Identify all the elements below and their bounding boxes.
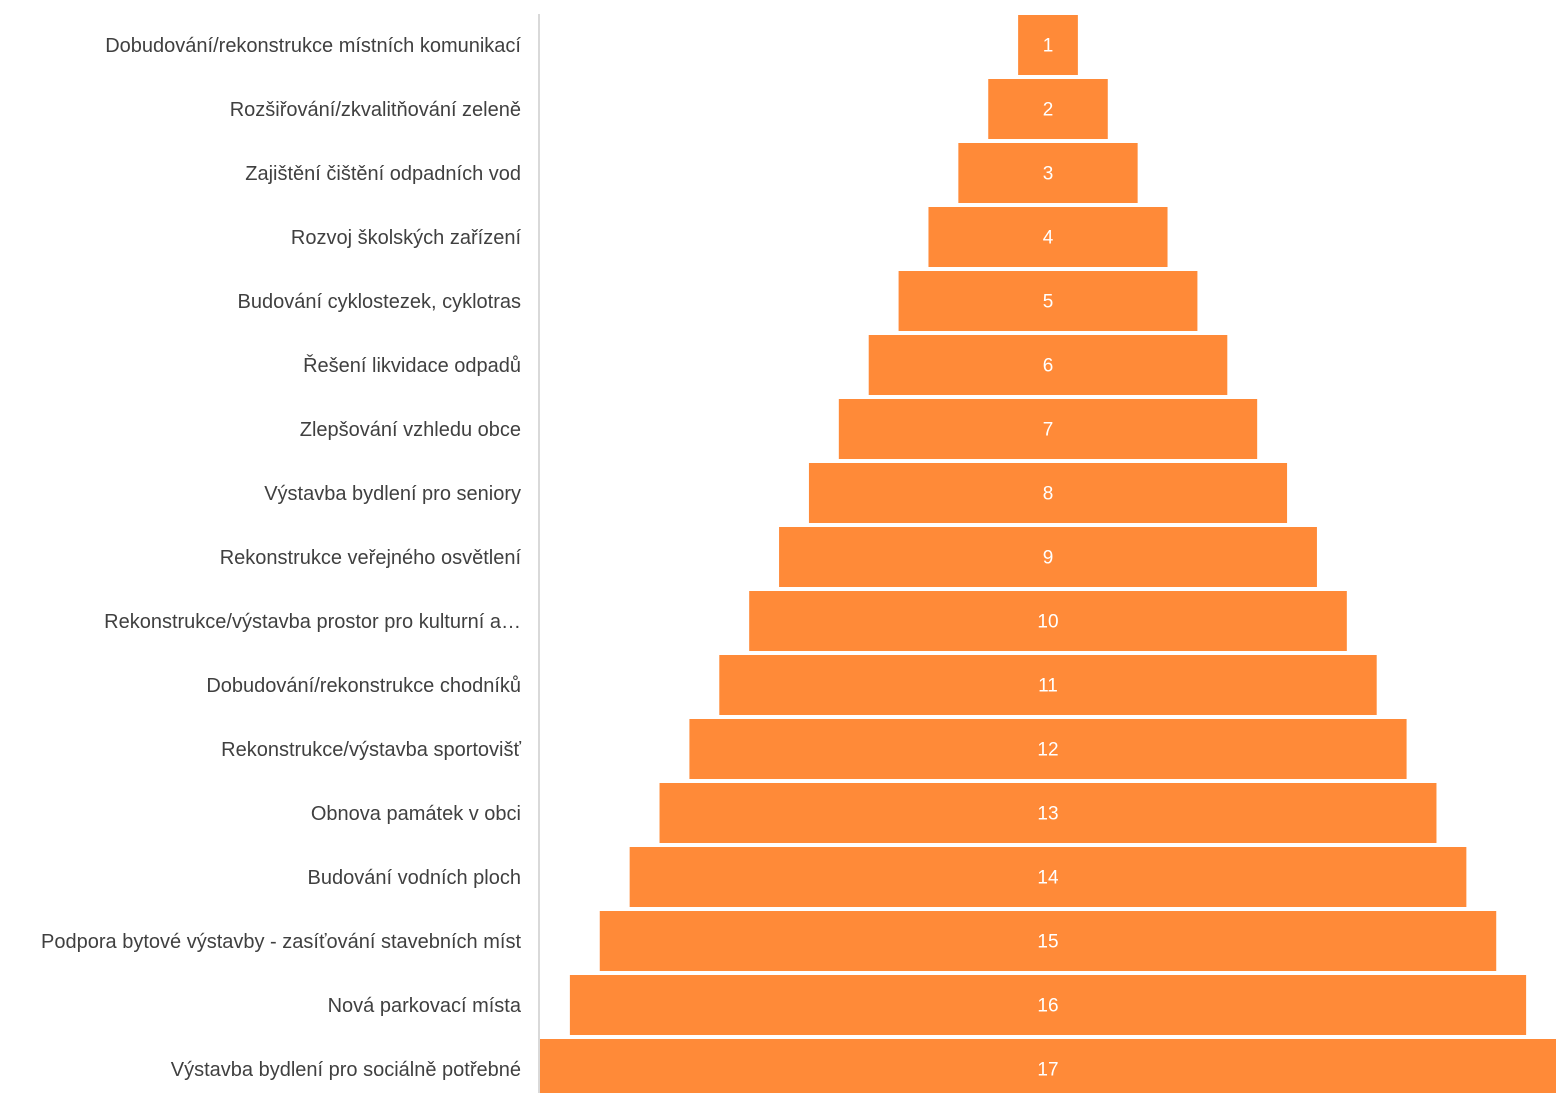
category-label: Zlepšování vzhledu obce	[300, 419, 521, 441]
category-label: Rozvoj školských zařízení	[291, 227, 522, 249]
bar	[659, 783, 1437, 843]
bar	[958, 143, 1138, 203]
value-label: 3	[1043, 164, 1054, 185]
category-label: Zajištění čištění odpadních vod	[245, 163, 521, 185]
value-label: 8	[1043, 484, 1054, 505]
value-label: 2	[1043, 100, 1054, 121]
value-label: 13	[1037, 804, 1058, 825]
category-label: Podpora bytové výstavby - zasíťování sta…	[41, 931, 521, 953]
category-label: Budování vodních ploch	[308, 867, 522, 889]
bar	[569, 975, 1527, 1035]
category-label: Budování cyklostezek, cyklotras	[238, 291, 521, 313]
category-label: Rekonstrukce/výstavba prostor pro kultur…	[104, 611, 521, 633]
bar	[599, 911, 1497, 971]
bar	[838, 399, 1258, 459]
value-label: 10	[1037, 612, 1058, 633]
value-label: 17	[1037, 1060, 1058, 1081]
bar	[629, 847, 1467, 907]
bar	[779, 527, 1317, 587]
bar	[808, 463, 1288, 523]
category-label: Rekonstrukce/výstavba sportovišť	[221, 739, 521, 761]
category-labels-layer: Dobudování/rekonstrukce místních komunik…	[41, 35, 522, 1081]
bar	[988, 79, 1108, 139]
category-label: Výstavba bydlení pro seniory	[264, 483, 521, 505]
value-label: 9	[1043, 548, 1054, 569]
category-label: Rekonstrukce veřejného osvětlení	[220, 547, 522, 569]
bar	[928, 207, 1168, 267]
category-label: Dobudování/rekonstrukce místních komunik…	[105, 35, 521, 57]
value-label: 16	[1037, 996, 1058, 1017]
bar	[898, 271, 1198, 331]
value-label: 4	[1043, 228, 1054, 249]
bar	[749, 591, 1347, 651]
category-label: Výstavba bydlení pro sociálně potřebné	[171, 1059, 521, 1081]
value-label: 12	[1037, 740, 1058, 761]
value-label: 11	[1038, 676, 1058, 697]
category-label: Rozšiřování/zkvalitňování zeleně	[230, 99, 521, 121]
bar	[719, 655, 1377, 715]
value-label: 15	[1037, 932, 1058, 953]
value-label: 1	[1043, 36, 1054, 57]
bar	[540, 1039, 1556, 1093]
category-label: Obnova památek v obci	[311, 803, 521, 825]
category-label: Dobudování/rekonstrukce chodníků	[206, 675, 521, 697]
bar	[1018, 15, 1078, 75]
category-label: Řešení likvidace odpadů	[303, 354, 521, 377]
bar	[689, 719, 1407, 779]
bars-layer	[540, 15, 1556, 1093]
value-label: 14	[1037, 868, 1059, 889]
category-label: Nová parkovací místa	[328, 995, 522, 1017]
value-label: 5	[1043, 292, 1054, 313]
bar	[868, 335, 1228, 395]
value-label: 7	[1043, 420, 1054, 441]
value-label: 6	[1043, 356, 1054, 377]
